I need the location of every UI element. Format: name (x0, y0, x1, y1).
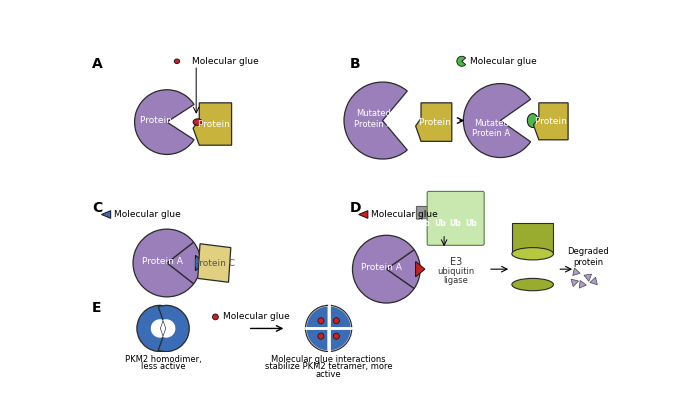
Text: Molecular glue interactions: Molecular glue interactions (271, 355, 386, 364)
Polygon shape (358, 211, 368, 218)
Text: Ub: Ub (450, 219, 461, 228)
Wedge shape (463, 84, 531, 158)
FancyBboxPatch shape (432, 207, 448, 219)
Ellipse shape (174, 59, 180, 64)
Wedge shape (329, 305, 352, 329)
Text: Molecular glue: Molecular glue (223, 312, 290, 322)
Wedge shape (167, 242, 200, 284)
Text: Ub: Ub (434, 219, 446, 228)
Polygon shape (198, 244, 231, 282)
Circle shape (333, 318, 340, 324)
Text: Protein C: Protein C (194, 258, 235, 267)
Wedge shape (329, 329, 352, 352)
Text: stabilize PKM2 tetramer, more: stabilize PKM2 tetramer, more (265, 363, 392, 371)
Polygon shape (101, 211, 111, 218)
Text: Protein A: Protein A (361, 263, 402, 272)
Circle shape (333, 333, 340, 339)
Wedge shape (151, 319, 163, 338)
Wedge shape (163, 319, 176, 338)
Wedge shape (134, 90, 194, 154)
Text: E: E (92, 301, 102, 316)
Circle shape (318, 333, 324, 339)
Wedge shape (133, 229, 194, 297)
Text: Proteasome: Proteasome (510, 265, 556, 274)
Text: Mutated
Protein A: Mutated Protein A (472, 118, 510, 138)
FancyBboxPatch shape (462, 207, 479, 219)
Text: Molecular glue: Molecular glue (371, 210, 437, 219)
Polygon shape (195, 255, 205, 271)
Text: Molecular glue: Molecular glue (470, 57, 536, 66)
FancyBboxPatch shape (427, 192, 484, 245)
Text: C: C (92, 201, 103, 215)
Ellipse shape (512, 248, 553, 260)
Polygon shape (416, 103, 452, 141)
Text: Molecular glue: Molecular glue (192, 57, 259, 66)
Circle shape (318, 318, 324, 324)
Circle shape (213, 314, 218, 320)
Wedge shape (306, 329, 329, 352)
FancyBboxPatch shape (416, 207, 433, 219)
Text: Mutated
Protein A: Mutated Protein A (354, 109, 392, 129)
Text: D: D (350, 201, 361, 215)
Wedge shape (457, 56, 466, 66)
Ellipse shape (193, 119, 202, 125)
Text: Protein B: Protein B (198, 120, 239, 128)
Polygon shape (416, 261, 425, 277)
Text: B: B (350, 56, 360, 71)
Text: Degraded
protein: Degraded protein (567, 247, 609, 267)
Wedge shape (306, 305, 329, 329)
Text: Protein B: Protein B (419, 118, 460, 126)
Text: active: active (316, 370, 342, 379)
Ellipse shape (527, 114, 538, 128)
Text: Ub: Ub (465, 219, 477, 228)
Text: A: A (92, 56, 103, 71)
Bar (512, 223, 553, 254)
Polygon shape (193, 103, 232, 145)
Text: ligase: ligase (443, 276, 468, 285)
Text: Molecular glue: Molecular glue (114, 210, 180, 219)
Wedge shape (137, 305, 168, 352)
Text: PKM2 homodimer,: PKM2 homodimer, (125, 355, 201, 364)
Wedge shape (352, 235, 414, 303)
FancyBboxPatch shape (448, 207, 463, 219)
Wedge shape (158, 305, 189, 352)
Text: E3: E3 (450, 256, 462, 267)
Wedge shape (344, 82, 407, 159)
Wedge shape (386, 250, 421, 289)
Text: Protein A: Protein A (140, 116, 181, 125)
Polygon shape (533, 103, 568, 140)
Text: Ub: Ub (418, 219, 431, 228)
Text: less active: less active (141, 363, 186, 371)
Text: Protein B: Protein B (535, 117, 576, 126)
Text: ubiquitin: ubiquitin (437, 267, 475, 276)
Text: Protein A: Protein A (142, 257, 183, 266)
Ellipse shape (512, 278, 553, 291)
